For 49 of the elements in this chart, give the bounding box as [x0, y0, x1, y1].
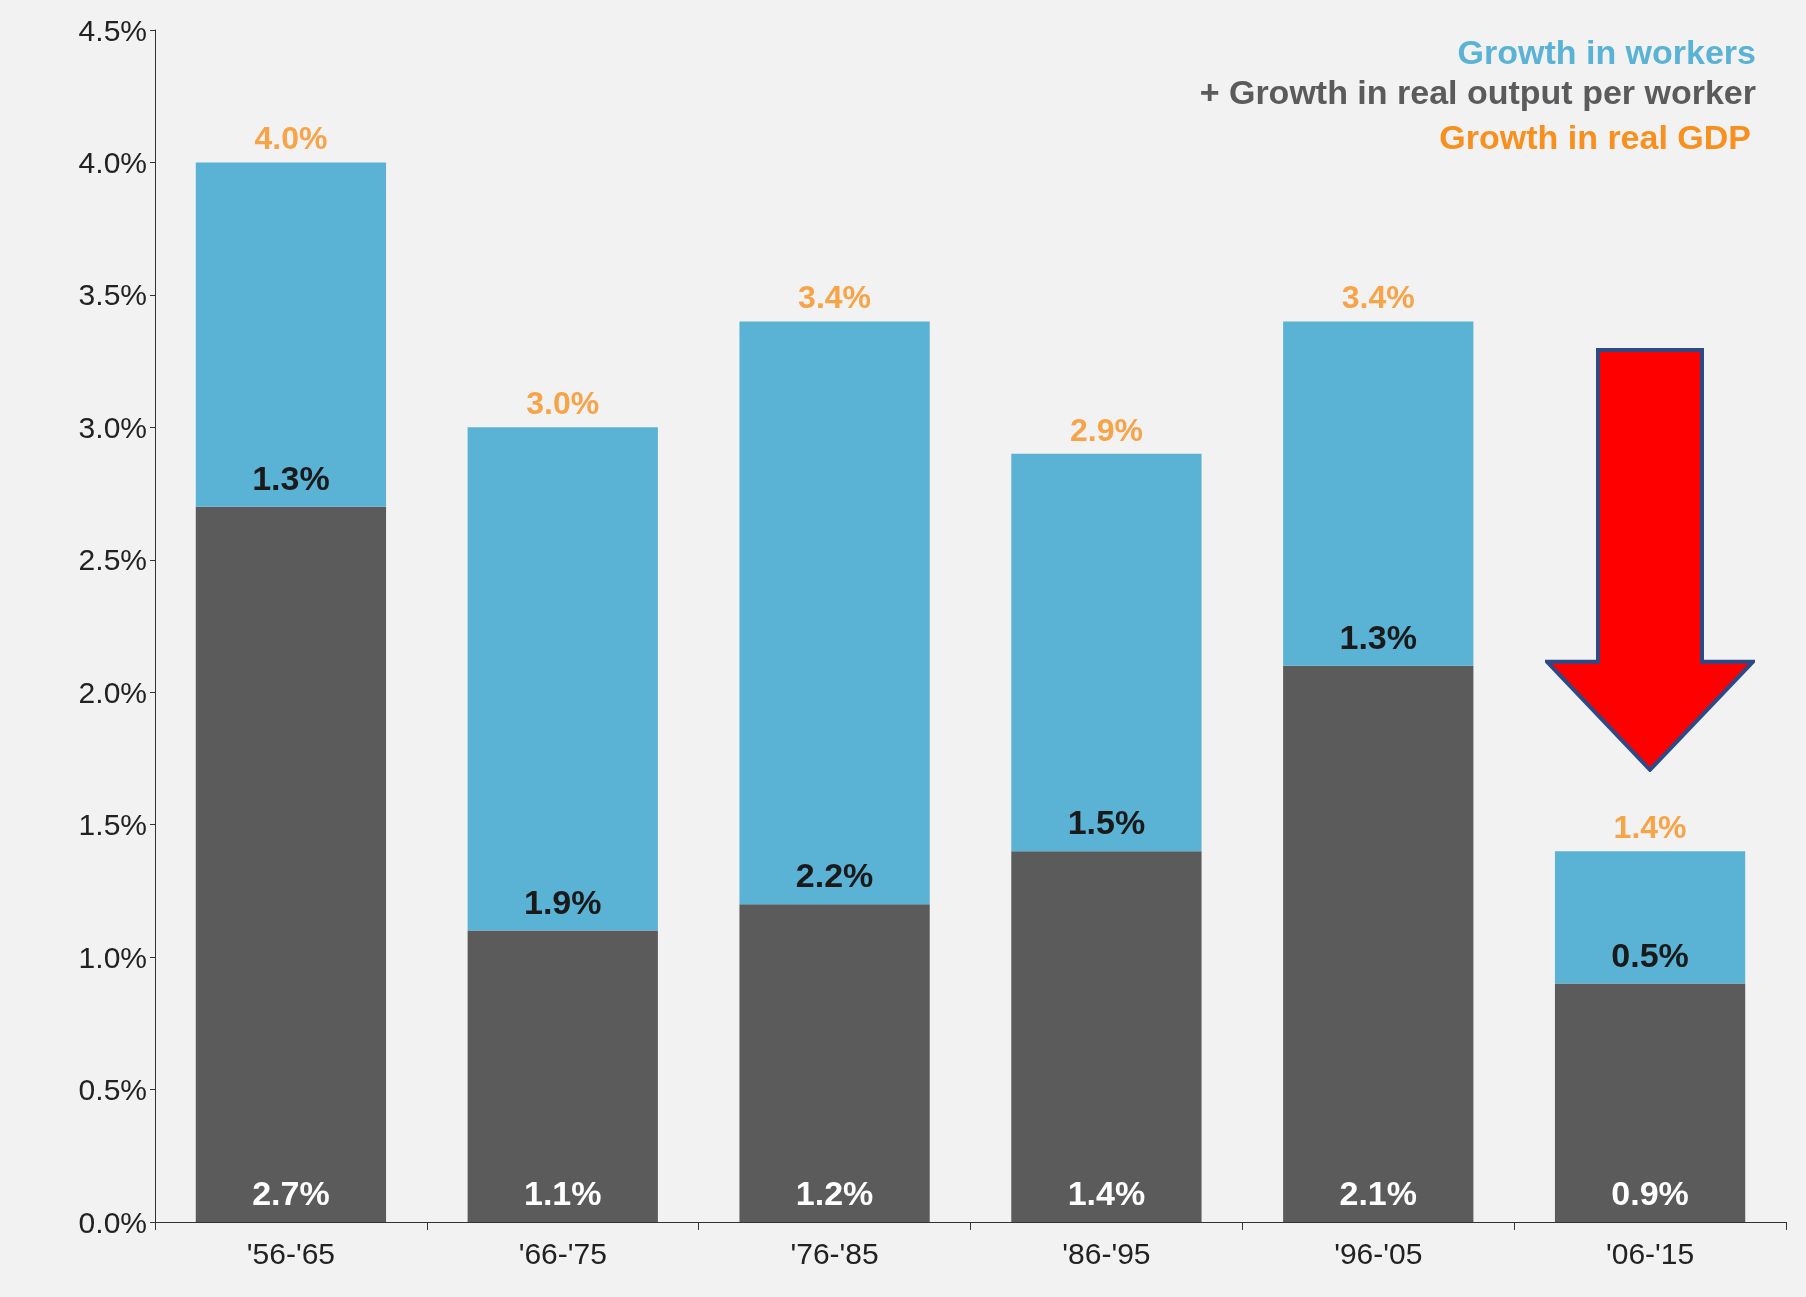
data-label: 1.1% [524, 1174, 602, 1212]
data-label: 2.2% [795, 856, 874, 895]
data-label: 2.7% [252, 1174, 330, 1212]
data-label: 0.5% [1611, 935, 1689, 974]
bar [467, 930, 658, 1222]
y-tick-label: 1.5% [78, 808, 147, 842]
bar [1011, 851, 1202, 1222]
bar [195, 162, 387, 507]
y-tick-label: 4.5% [78, 13, 147, 47]
bar [1283, 665, 1474, 1222]
x-tick-label: '66-'75 [518, 1236, 607, 1270]
data-label: 1.4% [1067, 1174, 1146, 1212]
bar [739, 321, 930, 905]
x-tick-label: '56-'65 [246, 1236, 336, 1270]
total-label: 1.4% [1613, 809, 1687, 846]
y-tick-label: 4.0% [78, 145, 147, 179]
x-tick-label: '76-'85 [790, 1236, 879, 1270]
data-label: 1.3% [252, 458, 330, 497]
data-label: 1.3% [1339, 617, 1417, 656]
total-label: 3.4% [1341, 279, 1415, 316]
y-tick-label: 1.0% [78, 940, 147, 974]
x-tick-label: '06-'15 [1605, 1236, 1695, 1270]
total-label: 2.9% [1069, 411, 1143, 448]
data-label: 2.1% [1339, 1174, 1417, 1212]
total-label: 4.0% [254, 120, 328, 157]
bar [1283, 321, 1474, 666]
y-tick-label: 2.5% [78, 543, 147, 577]
data-label: 1.5% [1067, 803, 1146, 842]
x-tick-label: '86-'95 [1062, 1236, 1151, 1270]
bar [1011, 453, 1202, 852]
bar [195, 506, 387, 1222]
bar [467, 427, 658, 931]
y-tick-label: 0.5% [78, 1073, 147, 1107]
total-label: 3.0% [526, 385, 600, 422]
total-label: 3.4% [798, 279, 872, 316]
y-tick-label: 0.0% [78, 1205, 147, 1239]
text: + Growth in real output per worker [1199, 73, 1756, 111]
y-tick-label: 2.0% [78, 675, 147, 709]
bar [1554, 983, 1746, 1222]
text: Growth in workers [1457, 33, 1756, 71]
bar [739, 904, 930, 1222]
y-tick-label: 3.0% [78, 410, 147, 444]
bar [1554, 851, 1746, 984]
data-label: 0.9% [1611, 1174, 1689, 1212]
data-label: 1.2% [795, 1174, 874, 1212]
annotation: Growth in real GDP [1439, 118, 1752, 156]
data-label: 1.9% [524, 882, 602, 921]
x-tick-label: '96-'05 [1334, 1236, 1423, 1270]
y-tick-label: 3.5% [78, 278, 147, 312]
